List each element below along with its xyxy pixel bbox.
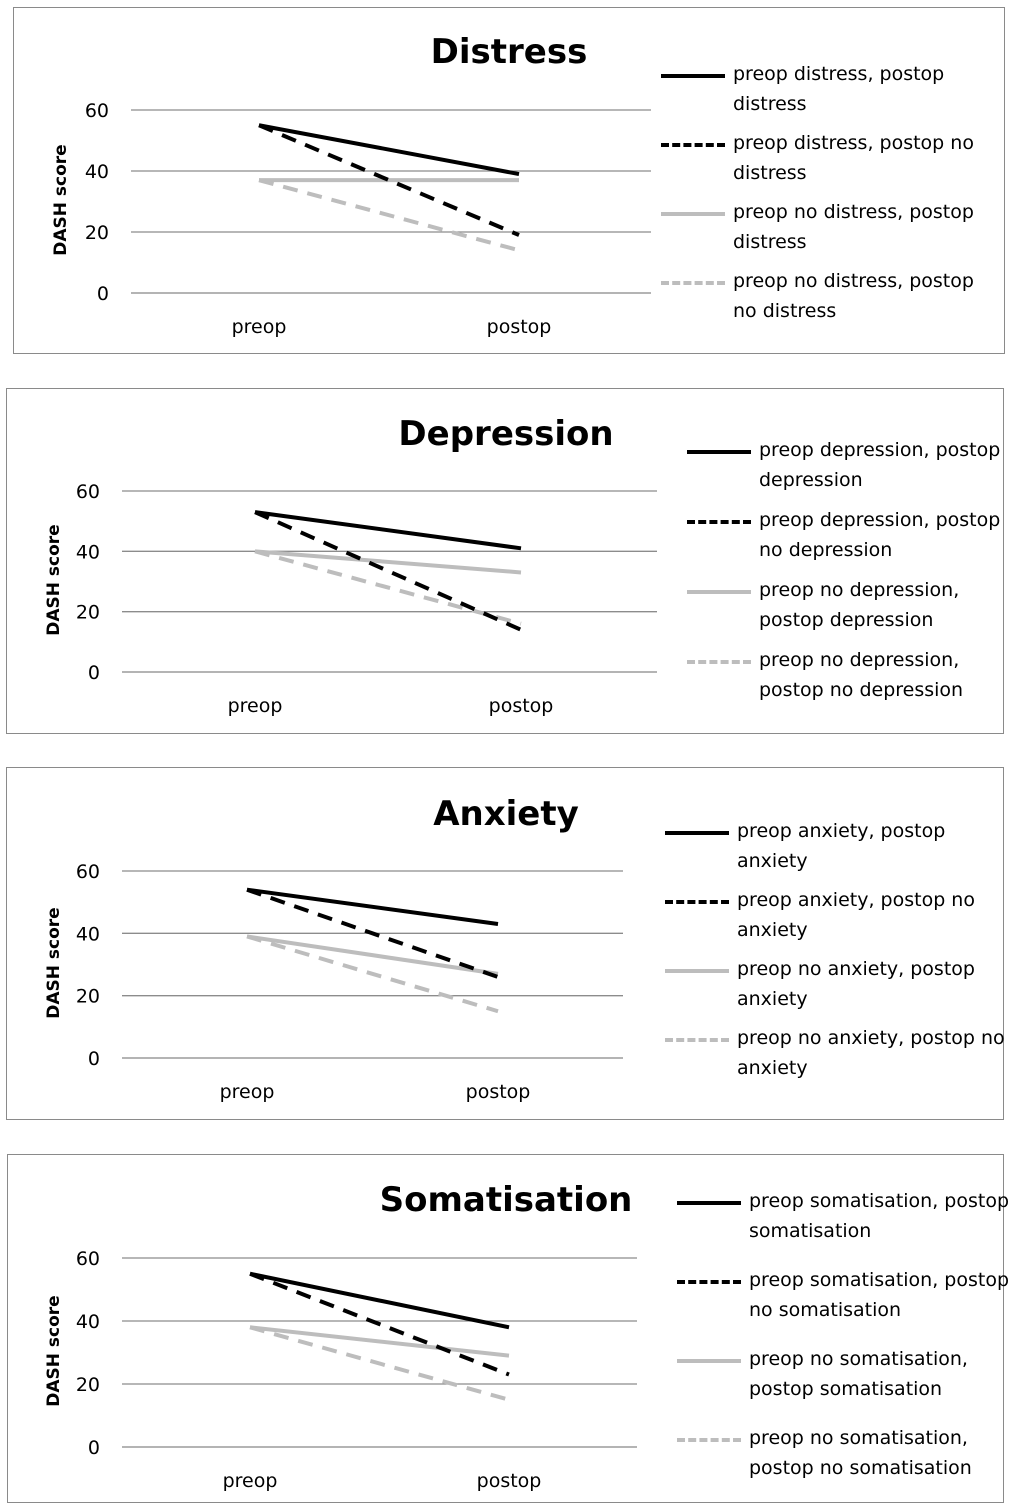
legend: preop anxiety, postop anxiety preop anxie… bbox=[665, 816, 1005, 1092]
legend-label: preop no anxiety, postop no anxiety bbox=[737, 1027, 1005, 1079]
chart-title: Distress bbox=[430, 32, 588, 72]
legend-swatch bbox=[665, 900, 729, 904]
legend-label: preop no distress, postop distress bbox=[733, 201, 974, 253]
legend-swatch bbox=[677, 1201, 741, 1205]
y-tick-label: 0 bbox=[88, 662, 100, 684]
legend: preop somatisation, postop somatisation p… bbox=[677, 1186, 1009, 1502]
legend-swatch bbox=[661, 212, 725, 216]
legend-swatch bbox=[687, 450, 751, 454]
y-tick-label: 60 bbox=[76, 481, 100, 503]
series-line-preop-distress-postop-distress bbox=[258, 123, 520, 177]
x-tick-label-preop: preop bbox=[232, 316, 287, 338]
legend-label: preop no anxiety, postop anxiety bbox=[737, 958, 975, 1010]
legend-label: preop no somatisation, postop no somatis… bbox=[749, 1427, 972, 1479]
series-line-preop-no-anxiety-postop-anxiety bbox=[246, 934, 499, 976]
legend-swatch bbox=[677, 1280, 741, 1284]
legend-label: preop depression, postop depression bbox=[759, 439, 1001, 491]
series-line-preop-no-somatisation-postop-somatisation bbox=[249, 1325, 510, 1358]
y-tick-label: 0 bbox=[88, 1437, 100, 1459]
y-tick-label: 40 bbox=[76, 1311, 100, 1333]
y-tick-label: 60 bbox=[76, 861, 100, 883]
legend-swatch bbox=[661, 74, 725, 78]
legend-swatch bbox=[687, 660, 751, 664]
y-tick-label: 60 bbox=[85, 100, 109, 122]
y-axis-label: DASH score bbox=[51, 144, 71, 256]
legend-swatch bbox=[665, 831, 729, 835]
x-tick-label-postop: postop bbox=[466, 1081, 531, 1103]
legend-label: preop no depression, postop depression bbox=[759, 579, 960, 631]
somatisation-plot-area: 0 20 40 60 preop postop bbox=[76, 1248, 637, 1492]
legend-swatch bbox=[665, 1038, 729, 1042]
y-tick-label: 60 bbox=[76, 1248, 100, 1270]
somatisation-chart-panel: 0 20 40 60 preop postop Somatisation DASH score… bbox=[7, 1154, 1009, 1503]
series-line-preop-somatisation-postop-somatisation bbox=[249, 1271, 510, 1330]
legend-swatch bbox=[687, 520, 751, 524]
legend-label: preop distress, postop distress bbox=[733, 63, 945, 115]
legend-label: preop somatisation, postop somatisation bbox=[749, 1190, 1009, 1242]
y-tick-label: 20 bbox=[76, 986, 100, 1008]
legend-label: preop no somatisation, postop somatisati… bbox=[749, 1348, 968, 1400]
series-line-preop-no-anxiety-postop-no-anxiety bbox=[246, 934, 499, 1014]
y-axis-label: DASH score bbox=[44, 907, 64, 1019]
legend-swatch bbox=[665, 969, 729, 973]
legend-swatch bbox=[677, 1359, 741, 1363]
legend: preop distress, postop distress preop dis… bbox=[661, 59, 1001, 335]
distress-chart-panel: 0 20 40 60 preop postop Distress DASH score preo… bbox=[13, 7, 1005, 354]
y-tick-label: 20 bbox=[76, 1374, 100, 1396]
series-line-preop-depression-postop-depression bbox=[254, 510, 522, 551]
y-axis-label: DASH score bbox=[44, 1295, 64, 1407]
x-tick-label-preop: preop bbox=[228, 695, 283, 717]
legend-label: preop no distress, postop no distress bbox=[733, 270, 974, 322]
series-line-preop-distress-postop-no-distress bbox=[258, 123, 520, 237]
anxiety-plot-area: 0 20 40 60 preop postop bbox=[76, 861, 623, 1103]
depression-plot-area: 0 20 40 60 preop postop bbox=[76, 481, 657, 717]
x-tick-label-postop: postop bbox=[489, 695, 554, 717]
legend: preop depression, postop depression preop… bbox=[687, 435, 1009, 715]
legend-swatch bbox=[687, 590, 751, 594]
legend-label: preop somatisation, postop no somatisati… bbox=[749, 1269, 1009, 1321]
legend-label: preop no depression, postop no depressio… bbox=[759, 649, 964, 701]
chart-title: Depression bbox=[398, 414, 614, 454]
legend-swatch bbox=[661, 143, 725, 147]
distress-plot-area: 0 20 40 60 preop postop bbox=[85, 100, 651, 338]
x-tick-label-preop: preop bbox=[223, 1470, 278, 1492]
x-tick-label-preop: preop bbox=[220, 1081, 275, 1103]
y-tick-label: 40 bbox=[76, 923, 100, 945]
legend-label: preop depression, postop no depression bbox=[759, 509, 1001, 561]
series-line-preop-no-somatisation-postop-no-somatisation bbox=[249, 1325, 510, 1402]
depression-chart-panel: 0 20 40 60 preop postop Depression DASH score pr… bbox=[6, 388, 1004, 734]
legend-swatch bbox=[677, 1438, 741, 1442]
legend-label: preop distress, postop no distress bbox=[733, 132, 974, 184]
chart-title: Somatisation bbox=[379, 1180, 633, 1220]
series-line-preop-somatisation-postop-no-somatisation bbox=[249, 1271, 510, 1377]
series-line-preop-anxiety-postop-anxiety bbox=[246, 887, 499, 926]
y-tick-label: 0 bbox=[88, 1048, 100, 1070]
legend-label: preop anxiety, postop anxiety bbox=[737, 820, 946, 872]
legend-swatch bbox=[661, 281, 725, 285]
series-line-preop-no-distress-postop-no-distress bbox=[258, 178, 520, 253]
y-tick-label: 20 bbox=[85, 222, 109, 244]
series-line-preop-anxiety-postop-no-anxiety bbox=[246, 887, 499, 979]
y-tick-label: 40 bbox=[85, 161, 109, 183]
legend-label: preop anxiety, postop no anxiety bbox=[737, 889, 975, 941]
y-axis-label: DASH score bbox=[44, 524, 64, 636]
x-tick-label-postop: postop bbox=[487, 316, 552, 338]
series-line-preop-no-depression-postop-depression bbox=[254, 549, 522, 575]
anxiety-chart-panel: 0 20 40 60 preop postop Anxiety DASH score preop… bbox=[6, 767, 1005, 1120]
series-line-preop-no-depression-postop-no-depression bbox=[254, 549, 522, 626]
x-tick-label-postop: postop bbox=[477, 1470, 542, 1492]
y-tick-label: 40 bbox=[76, 541, 100, 563]
chart-title: Anxiety bbox=[433, 794, 579, 834]
y-tick-label: 20 bbox=[76, 602, 100, 624]
y-tick-label: 0 bbox=[97, 283, 109, 305]
